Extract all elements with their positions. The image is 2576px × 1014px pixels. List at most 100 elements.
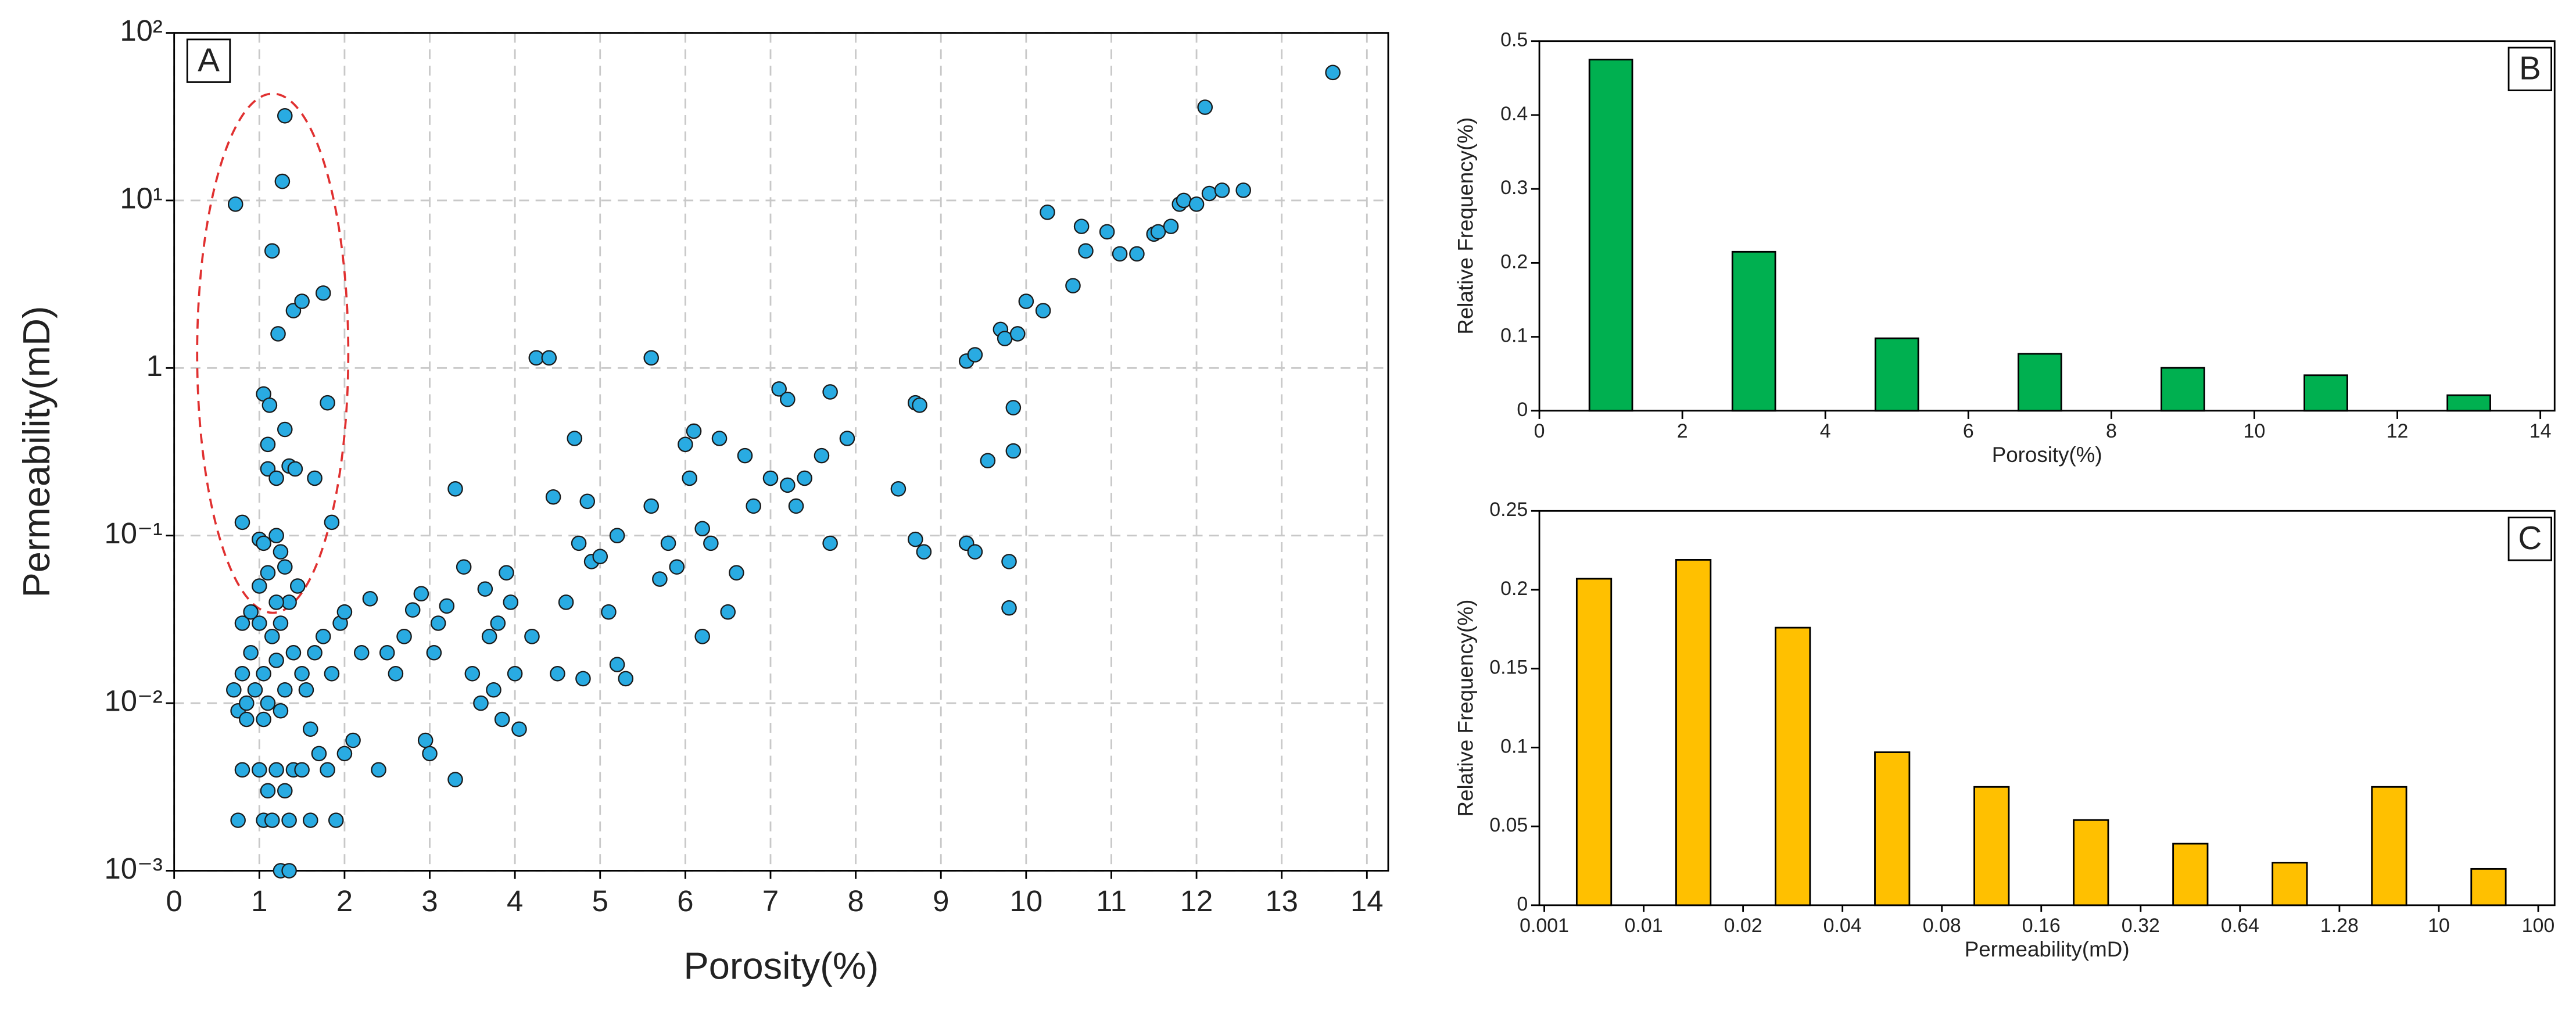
data-point: [307, 470, 323, 486]
data-point: [268, 470, 284, 486]
data-point: [1073, 218, 1090, 234]
data-point: [762, 470, 779, 486]
panel-label: B: [2519, 50, 2541, 87]
data-point: [780, 477, 796, 493]
data-point: [256, 535, 271, 551]
data-point: [252, 615, 267, 631]
data-point: [315, 285, 331, 301]
bar: [1775, 626, 1811, 906]
data-point: [388, 665, 404, 682]
data-point: [277, 108, 293, 124]
x-tick-label: 0.01: [1625, 915, 1663, 937]
data-point: [336, 604, 353, 620]
data-point: [426, 644, 442, 661]
bar: [1675, 559, 1712, 906]
y-tick-label: 0.5: [1500, 29, 1528, 51]
data-point: [268, 653, 284, 668]
bar: [2073, 819, 2109, 906]
data-point: [473, 695, 489, 711]
data-point: [439, 598, 455, 614]
data-point: [260, 783, 276, 799]
data-point: [643, 498, 660, 514]
data-point: [234, 514, 250, 531]
highlight-ellipse: [196, 92, 350, 614]
data-point: [277, 682, 293, 698]
bar: [2172, 843, 2209, 906]
data-point: [669, 559, 685, 575]
y-axis-label: Permeability(mD): [15, 306, 58, 597]
data-point: [285, 644, 302, 661]
x-tick-label: 11: [1096, 884, 1127, 918]
data-point: [227, 196, 243, 212]
y-axis-label: Relative Frequency(%): [1453, 117, 1477, 335]
x-tick-label: 6: [677, 884, 693, 918]
x-tick-label: 9: [933, 884, 949, 918]
y-tick-label: 10⁻²: [104, 685, 162, 718]
x-tick-label: 10: [2244, 420, 2266, 442]
data-point: [464, 665, 481, 682]
data-point: [230, 812, 246, 828]
data-point: [270, 326, 286, 342]
data-point: [226, 682, 242, 698]
data-point: [234, 665, 250, 682]
x-axis-label: Porosity(%): [683, 945, 879, 987]
x-tick-label: 2: [1677, 420, 1688, 442]
data-point: [507, 665, 523, 682]
data-point: [499, 565, 514, 581]
data-point: [503, 594, 519, 610]
data-point: [1176, 192, 1192, 209]
data-point: [788, 498, 804, 514]
data-point: [294, 665, 310, 682]
data-point: [239, 695, 255, 711]
x-tick-label: 8: [847, 884, 864, 918]
data-point: [294, 762, 310, 778]
data-point: [1078, 243, 1094, 259]
data-point: [592, 549, 608, 565]
plot-frame: [173, 32, 1389, 872]
x-tick-label: 0.001: [1520, 915, 1569, 937]
data-point: [273, 615, 289, 631]
data-point: [256, 665, 271, 682]
x-tick-label: 0: [166, 884, 182, 918]
data-point: [1018, 293, 1034, 309]
data-point: [311, 746, 327, 762]
data-point: [1099, 224, 1115, 240]
x-tick-label: 5: [592, 884, 608, 918]
x-tick-label: 10: [1010, 884, 1043, 918]
panel-label-box: [186, 38, 231, 83]
data-point: [345, 732, 361, 748]
data-point: [711, 431, 728, 446]
panel-label: C: [2518, 519, 2542, 556]
x-tick-label: 14: [2530, 420, 2552, 442]
panel-label-box: [2507, 46, 2553, 91]
data-point: [256, 711, 271, 728]
x-tick-label: 0.16: [2022, 915, 2061, 937]
data-point: [243, 644, 259, 661]
x-tick-label: 12: [2387, 420, 2409, 442]
data-point: [413, 586, 429, 601]
x-tick-label: 7: [762, 884, 779, 918]
data-point: [729, 565, 744, 581]
data-point: [567, 431, 583, 446]
data-point: [273, 703, 289, 719]
data-point: [980, 453, 996, 469]
data-point: [298, 682, 314, 698]
data-point: [737, 447, 753, 464]
data-point: [822, 384, 838, 400]
data-point: [609, 657, 625, 672]
data-point: [967, 544, 983, 560]
x-tick-label: 6: [1963, 420, 1974, 442]
data-point: [890, 481, 907, 497]
data-point: [328, 812, 344, 828]
data-point: [456, 559, 472, 575]
y-tick-label: 1: [146, 349, 163, 382]
x-tick-label: 8: [2106, 420, 2117, 442]
y-tick-label: 0.05: [1489, 814, 1528, 836]
data-point: [260, 695, 276, 711]
bar: [1575, 578, 1613, 906]
data-point: [234, 762, 250, 778]
data-point: [324, 514, 340, 531]
data-point: [1112, 246, 1128, 262]
data-point: [912, 397, 927, 413]
data-point: [1035, 303, 1051, 318]
